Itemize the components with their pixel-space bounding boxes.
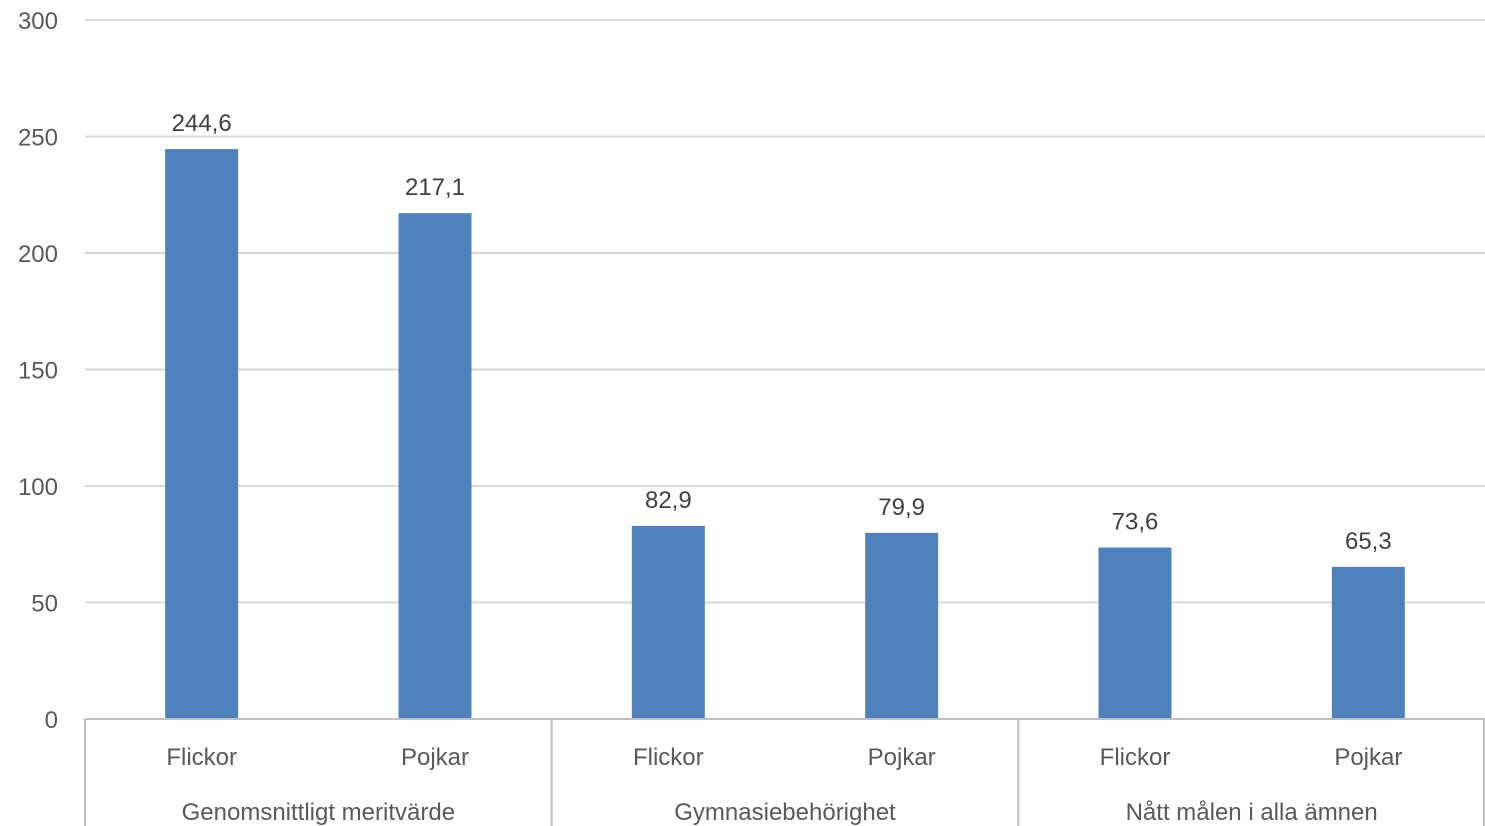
category-label: Pojkar (1334, 744, 1402, 771)
category-label: Pojkar (868, 744, 936, 771)
bar (1331, 566, 1405, 719)
category-label: Flickor (166, 744, 237, 771)
y-tick-label: 150 (18, 358, 58, 385)
bar (865, 532, 939, 719)
y-tick-label: 250 (18, 125, 58, 152)
y-axis-tick-labels: 0 50 100 150 200 250 300 (18, 8, 58, 734)
category-labels: Flickor Pojkar Flickor Pojkar Flickor Pojkar (166, 744, 1402, 771)
y-tick-label: 50 (31, 591, 58, 618)
data-label: 65,3 (1345, 528, 1392, 555)
data-label: 217,1 (405, 174, 465, 201)
y-tick-label: 0 (45, 707, 58, 734)
bar (165, 149, 239, 719)
y-tick-label: 300 (18, 8, 58, 35)
data-label: 79,9 (878, 494, 925, 521)
data-label: 244,6 (172, 110, 232, 137)
group-label: Genomsnittligt meritvärde (182, 799, 455, 826)
bar (1098, 547, 1172, 719)
y-tick-label: 100 (18, 474, 58, 501)
bars (165, 149, 1405, 720)
bar (398, 213, 472, 720)
group-labels: Genomsnittligt meritvärde Gymnasiebehörig… (182, 799, 1378, 826)
group-label: Nått målen i alla ämnen (1126, 799, 1378, 826)
category-label: Flickor (633, 744, 704, 771)
category-label: Pojkar (401, 744, 469, 771)
data-label: 82,9 (645, 487, 692, 514)
data-label: 73,6 (1112, 509, 1159, 536)
y-tick-label: 200 (18, 241, 58, 268)
x-axis (84, 718, 1485, 826)
category-label: Flickor (1100, 744, 1171, 771)
group-label: Gymnasiebehörighet (674, 799, 896, 826)
gridlines (85, 19, 1485, 604)
data-labels: 244,6 217,1 82,9 79,9 73,6 65,3 (172, 110, 1392, 555)
bar (631, 525, 705, 719)
